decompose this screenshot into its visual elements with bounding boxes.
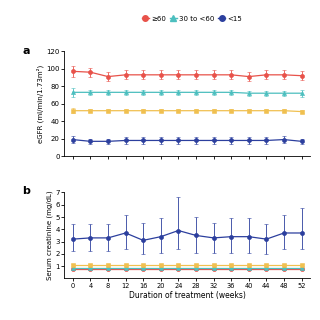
Legend: ≥60, 30 to <60, <15: ≥60, 30 to <60, <15: [139, 13, 245, 25]
X-axis label: Duration of treatment (weeks): Duration of treatment (weeks): [129, 291, 246, 300]
Text: a: a: [22, 46, 30, 56]
Text: b: b: [22, 186, 30, 196]
Y-axis label: Serum creatinine (mg/dL): Serum creatinine (mg/dL): [46, 191, 52, 280]
Y-axis label: eGFR (ml/min/1.73m²): eGFR (ml/min/1.73m²): [36, 65, 44, 143]
